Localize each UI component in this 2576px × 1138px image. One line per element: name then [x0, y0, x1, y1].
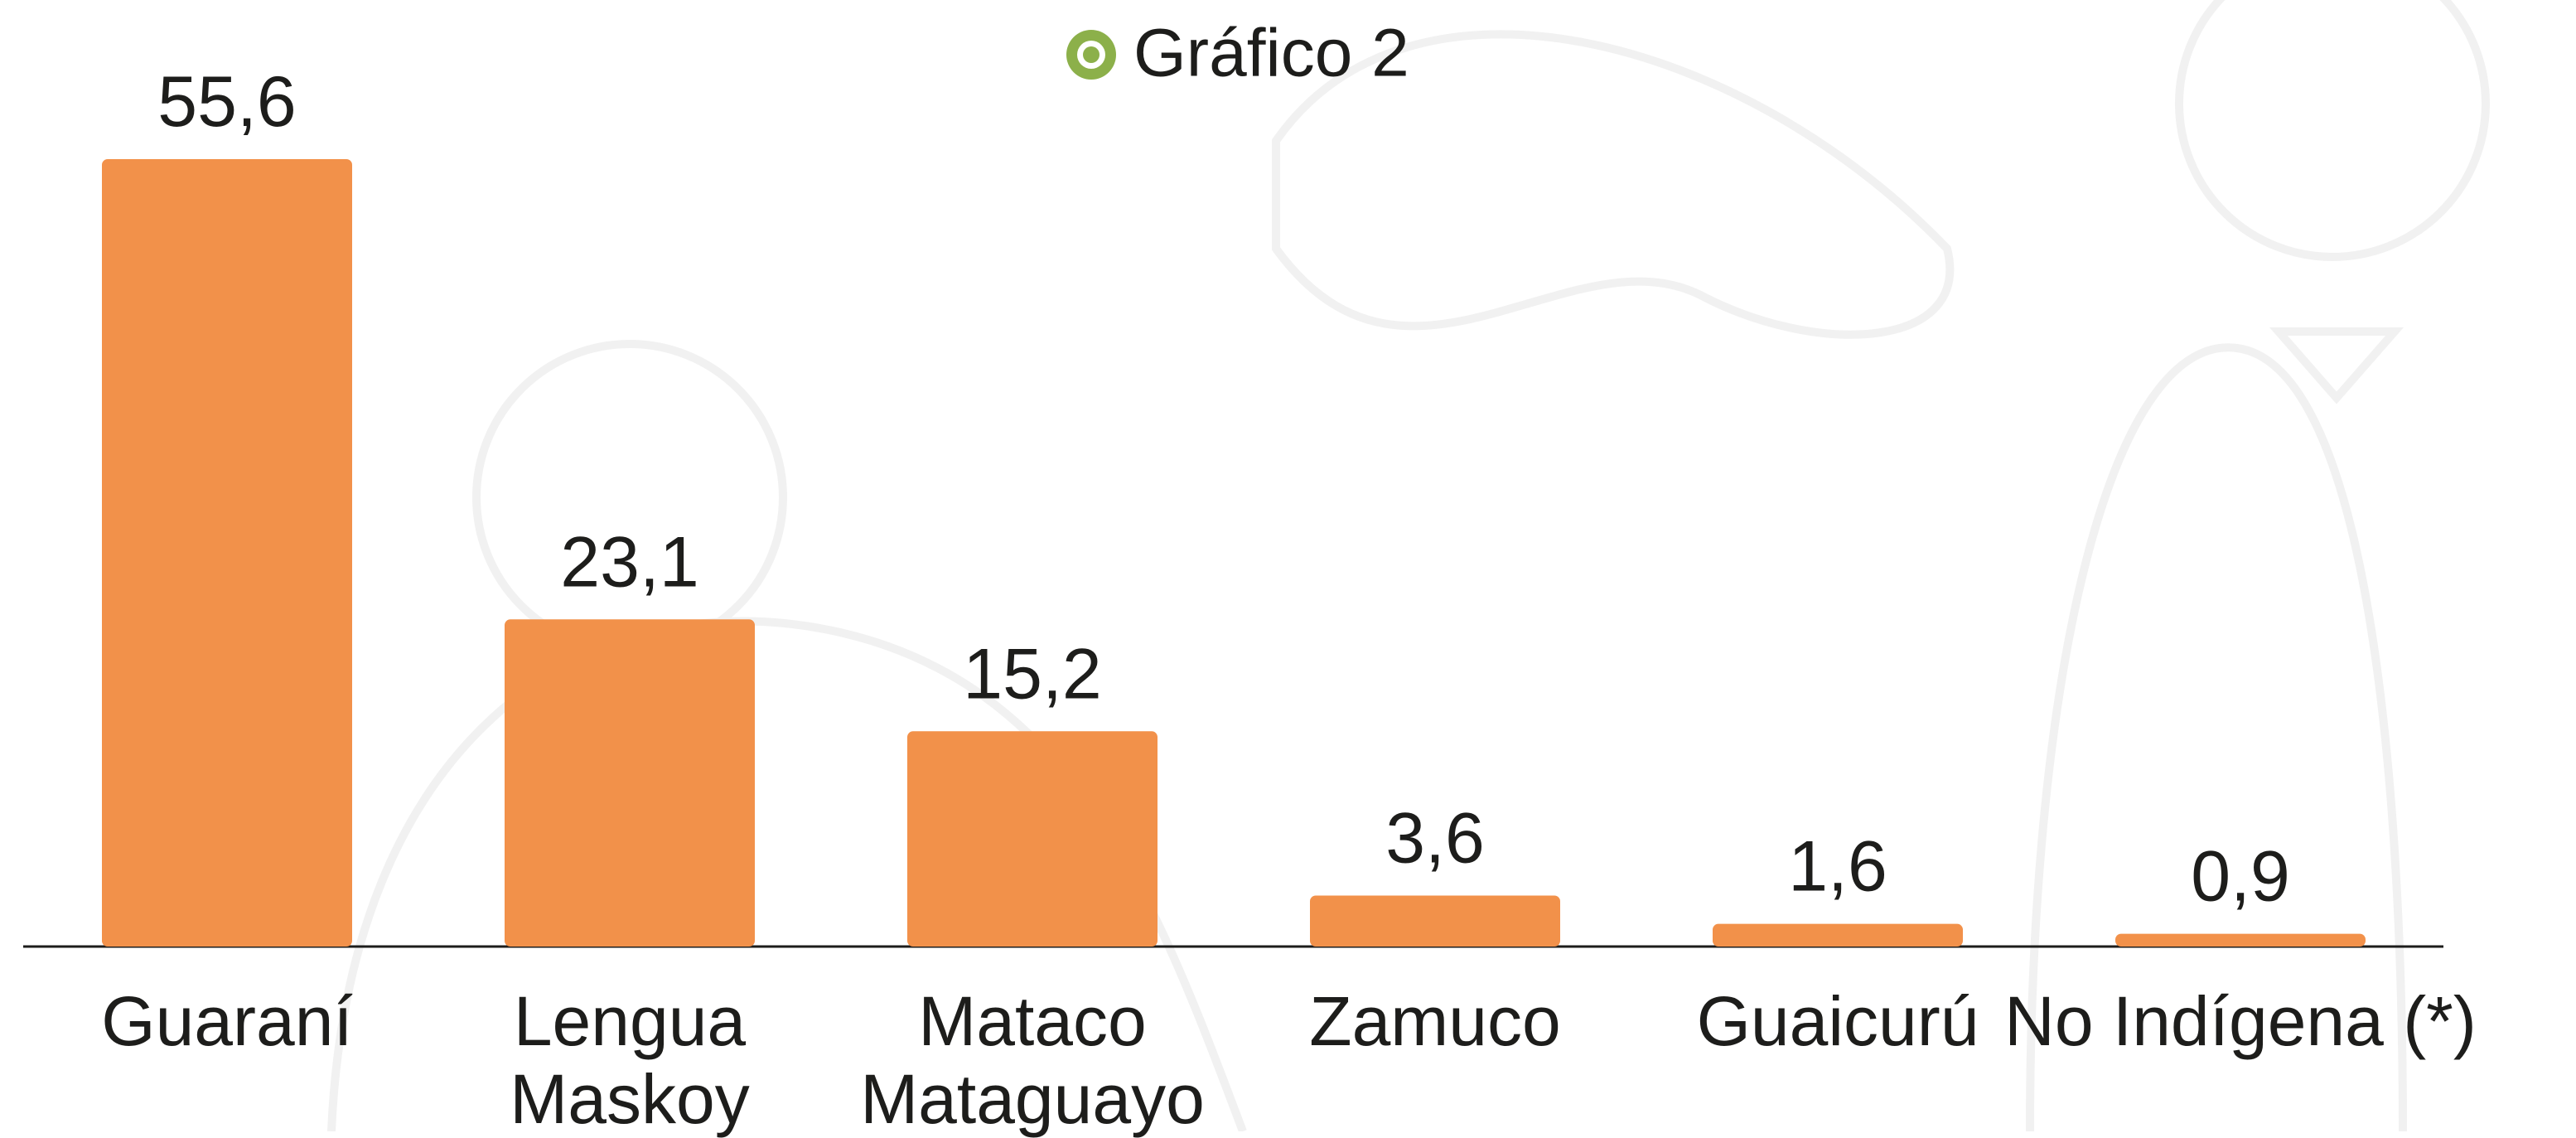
x-tick-label: No Indígena (*) [1992, 982, 2489, 1060]
title-icon [1083, 46, 1100, 63]
chart-title: Gráfico 2 [1133, 16, 1409, 91]
value-label: 0,9 [2191, 837, 2290, 917]
bar [907, 731, 1158, 947]
page: {"chart_data": {"type": "bar", "title": … [0, 0, 2576, 1131]
chart: Gráfico 2 55,6 23,1 15,2 3,6 1,6 0,9 [0, 0, 2576, 1131]
bar [2115, 934, 2366, 947]
value-label: 15,2 [963, 634, 1101, 714]
value-label: 1,6 [1788, 827, 1887, 907]
value-label: 23,1 [560, 522, 698, 602]
bar [102, 159, 352, 947]
bar [1713, 924, 1963, 947]
value-label: 55,6 [157, 62, 296, 142]
bar [505, 619, 755, 947]
value-label: 3,6 [1385, 798, 1485, 878]
bar [1310, 895, 1560, 947]
